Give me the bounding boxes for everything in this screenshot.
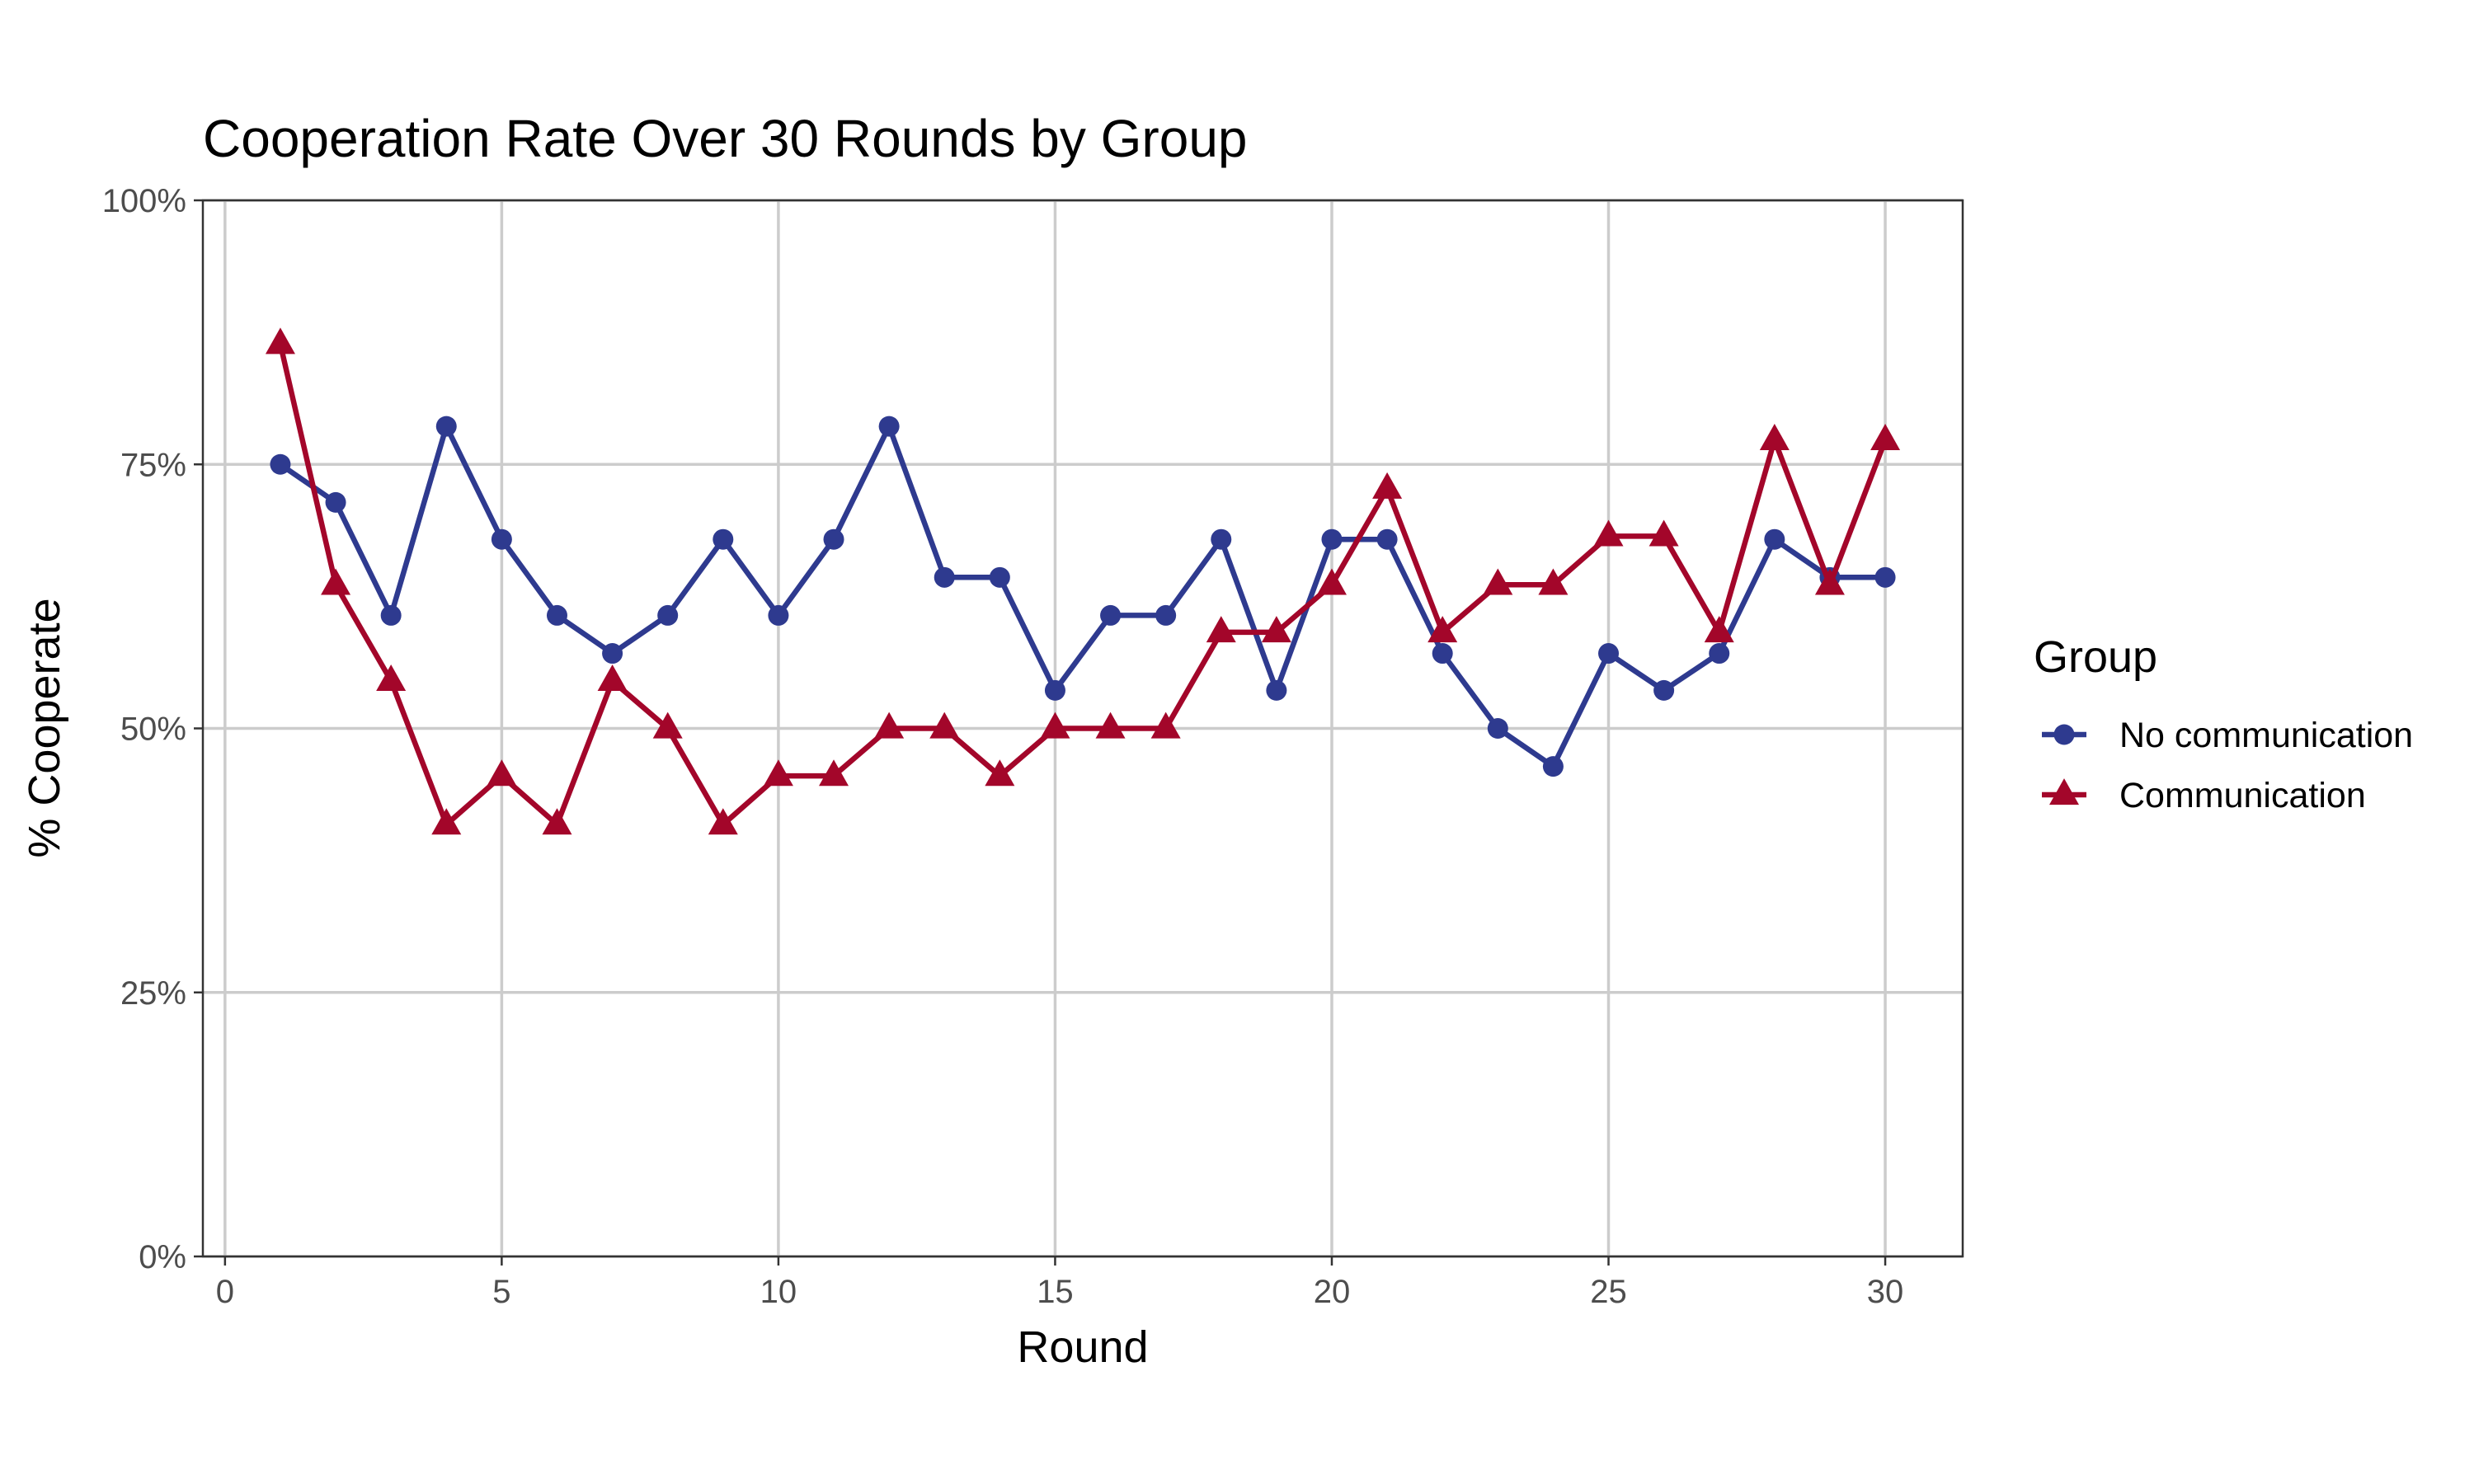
data-point-no-communication (1376, 528, 1398, 550)
data-point-communication (265, 327, 295, 355)
y-tick-label: 25% (120, 975, 186, 1012)
y-tick-label: 75% (120, 447, 186, 483)
legend-key-marker (2049, 778, 2079, 805)
data-point-communication (1538, 568, 1569, 595)
data-point-communication (321, 568, 351, 595)
data-point-no-communication (1653, 679, 1675, 701)
data-point-no-communication (768, 604, 789, 626)
chart-title: Cooperation Rate Over 30 Rounds by Group (203, 109, 1248, 168)
y-axis-title: % Cooperate (20, 598, 69, 857)
data-point-no-communication (435, 416, 457, 437)
data-point-no-communication (1044, 679, 1065, 701)
data-point-communication (708, 808, 738, 835)
data-point-communication (1870, 423, 1901, 450)
legend: Group No communication Communication (2034, 632, 2413, 815)
data-point-communication (542, 808, 572, 835)
data-point-no-communication (657, 604, 679, 626)
data-point-communication (1372, 472, 1403, 499)
data-point-no-communication (878, 416, 900, 437)
data-point-no-communication (1874, 566, 1896, 588)
data-point-communication (1316, 568, 1347, 595)
x-tick-label: 30 (1867, 1274, 1904, 1310)
data-point-communication (763, 759, 793, 787)
data-point-no-communication (270, 453, 291, 475)
data-point-no-communication (1487, 718, 1508, 739)
data-point-communication (1150, 711, 1181, 739)
data-point-no-communication (491, 528, 512, 550)
data-point-communication (1704, 616, 1734, 643)
data-point-communication (431, 808, 462, 835)
data-point-communication (1040, 711, 1070, 739)
legend-title: Group (2034, 632, 2157, 682)
data-point-communication (1483, 568, 1513, 595)
y-tick-label: 100% (102, 183, 186, 219)
data-point-no-communication (1100, 604, 1122, 626)
data-point-communication (1759, 423, 1790, 450)
x-tick-label: 5 (492, 1274, 510, 1310)
data-point-no-communication (602, 643, 623, 665)
data-point-no-communication (546, 604, 567, 626)
legend-item-communication: Communication (2042, 776, 2366, 815)
data-point-no-communication (325, 491, 346, 513)
legend-key-marker (2053, 724, 2075, 745)
data-point-no-communication (713, 528, 734, 550)
data-point-no-communication (1542, 756, 1564, 777)
data-point-communication (1261, 616, 1291, 643)
data-point-no-communication (380, 604, 402, 626)
x-tick-label: 25 (1590, 1274, 1627, 1310)
legend-label: No communication (2119, 716, 2413, 755)
series-line-no-communication (279, 423, 1886, 769)
data-point-communication (874, 711, 905, 739)
legend-label: Communication (2119, 776, 2366, 815)
data-point-no-communication (1266, 679, 1287, 701)
data-point-communication (929, 711, 960, 739)
data-point-communication (487, 759, 517, 787)
data-point-communication (652, 711, 683, 739)
data-point-communication (376, 665, 407, 692)
legend-item-no-communication: No communication (2042, 716, 2413, 755)
data-point-no-communication (1709, 643, 1730, 665)
data-point-communication (1814, 568, 1845, 595)
x-axis: 0 5 10 15 20 25 30 (216, 1256, 1904, 1310)
data-point-no-communication (1211, 528, 1232, 550)
data-point-no-communication (1155, 604, 1177, 626)
data-point-communication (1649, 519, 1679, 547)
data-point-no-communication (989, 566, 1010, 588)
data-point-no-communication (1598, 643, 1620, 665)
x-tick-label: 15 (1037, 1274, 1074, 1310)
data-point-communication (985, 759, 1015, 787)
y-tick-label: 50% (120, 711, 186, 748)
x-tick-label: 0 (216, 1274, 234, 1310)
data-point-communication (597, 665, 628, 692)
y-tick-label: 0% (139, 1239, 186, 1275)
data-point-no-communication (934, 566, 955, 588)
series-layer (265, 327, 1901, 835)
data-point-no-communication (1432, 643, 1453, 665)
data-point-communication (819, 759, 849, 787)
y-axis: 0% 25% 50% 75% 100% (102, 183, 203, 1275)
data-point-no-communication (1764, 528, 1785, 550)
x-axis-title: Round (1017, 1322, 1148, 1372)
x-tick-label: 20 (1314, 1274, 1351, 1310)
data-point-no-communication (1321, 528, 1343, 550)
data-point-communication (1206, 616, 1236, 643)
series-communication (265, 327, 1901, 835)
data-point-communication (1427, 616, 1458, 643)
data-point-communication (1095, 711, 1126, 739)
data-point-no-communication (823, 528, 844, 550)
data-point-communication (1593, 519, 1624, 547)
x-tick-label: 10 (760, 1274, 797, 1310)
